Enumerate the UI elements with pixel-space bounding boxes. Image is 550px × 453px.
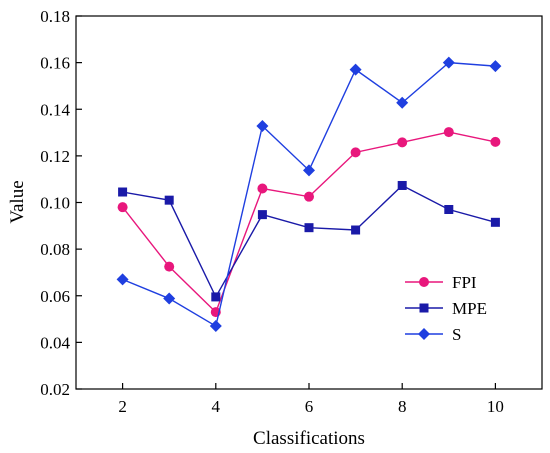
y-tick-label: 0.14 bbox=[40, 100, 70, 119]
x-tick-label: 4 bbox=[212, 397, 221, 416]
series-line-fpi bbox=[122, 131, 496, 314]
data-point-fpi bbox=[164, 261, 175, 272]
legend-label-fpi: FPI bbox=[452, 273, 477, 292]
data-point-fpi bbox=[117, 202, 128, 213]
x-tick-label: 8 bbox=[398, 397, 407, 416]
x-tick-label: 2 bbox=[118, 397, 127, 416]
y-axis-title: Value bbox=[7, 180, 28, 223]
data-point-mpe bbox=[397, 180, 407, 190]
y-tick-label: 0.06 bbox=[40, 287, 70, 306]
y-tick-label: 0.12 bbox=[40, 147, 70, 166]
legend-marker-fpi bbox=[419, 277, 429, 287]
axis-ticks: 2 4 6 8 10 0.02 0.04 0.06 0.08 0.10 0.12 0.14 0.16 0.… bbox=[40, 7, 504, 416]
data-point-mpe bbox=[164, 195, 174, 205]
data-point-s bbox=[489, 60, 502, 73]
data-point-s bbox=[442, 56, 455, 69]
x-tick-label: 10 bbox=[487, 397, 504, 416]
data-point-mpe bbox=[351, 225, 361, 235]
data-point-fpi bbox=[350, 147, 361, 158]
data-point-fpi bbox=[490, 136, 501, 147]
legend-marker-s bbox=[418, 328, 430, 340]
data-point-s bbox=[303, 164, 315, 177]
y-tick-label: 0.10 bbox=[40, 194, 70, 213]
data-point-s bbox=[256, 120, 269, 133]
data-point-fpi bbox=[304, 191, 314, 202]
data-point-mpe bbox=[257, 210, 267, 220]
plot-area bbox=[116, 56, 502, 333]
y-tick-label: 0.16 bbox=[40, 54, 70, 73]
legend-marker-mpe bbox=[419, 303, 429, 313]
y-tick-label: 0.02 bbox=[40, 380, 70, 399]
legend: FPI MPE S bbox=[405, 273, 487, 344]
data-point-fpi bbox=[443, 127, 454, 138]
data-point-mpe bbox=[211, 292, 221, 302]
data-point-s bbox=[209, 320, 222, 333]
data-point-mpe bbox=[490, 217, 500, 227]
data-point-s bbox=[349, 63, 362, 76]
data-point-s bbox=[163, 292, 176, 305]
y-tick-label: 0.18 bbox=[40, 7, 70, 26]
plot-frame bbox=[75, 15, 543, 390]
y-tick-label: 0.08 bbox=[40, 240, 70, 259]
x-tick-label: 6 bbox=[305, 397, 314, 416]
data-point-mpe bbox=[304, 223, 314, 233]
data-point-mpe bbox=[444, 204, 454, 214]
x-axis-title: Classifications bbox=[253, 428, 365, 449]
series-line-mpe bbox=[122, 184, 496, 299]
data-point-mpe bbox=[118, 187, 128, 197]
y-tick-label: 0.04 bbox=[40, 333, 70, 352]
data-point-fpi bbox=[257, 183, 268, 194]
data-point-s bbox=[396, 96, 409, 109]
legend-label-mpe: MPE bbox=[452, 299, 487, 318]
data-point-fpi bbox=[397, 137, 408, 148]
legend-label-s: S bbox=[452, 325, 461, 344]
data-point-s bbox=[116, 273, 129, 286]
